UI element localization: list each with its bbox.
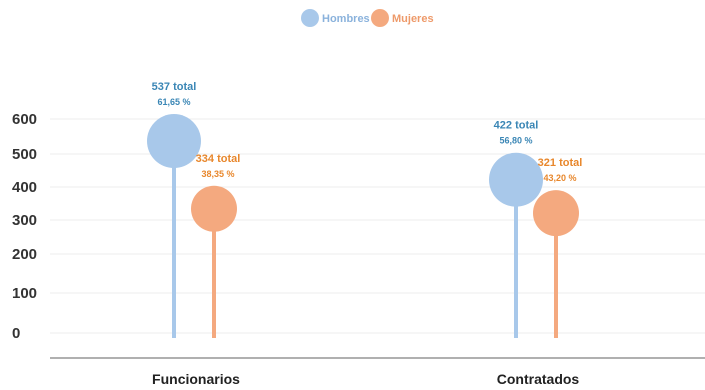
legend-label-mujeres: Mujeres <box>392 13 434 25</box>
lollipop-head <box>191 185 237 232</box>
data-labels: 537 total 61,65 % 334 total 38,35 % 422 tota… <box>152 81 583 183</box>
legend: Hombres Mujeres <box>301 9 434 27</box>
x-category-label: Funcionarios <box>152 371 240 387</box>
percent-label: 61,65 % <box>157 97 190 107</box>
legend-label-hombres: Hombres <box>322 13 370 25</box>
data-marks <box>147 114 579 338</box>
percent-label: 43,20 % <box>543 173 576 183</box>
percent-label: 56,80 % <box>499 136 532 146</box>
legend-marker-mujeres <box>371 9 389 27</box>
y-tick-label: 200 <box>12 246 37 263</box>
lollipop-head <box>147 114 201 169</box>
total-label: 537 total <box>152 81 197 93</box>
grid-lines <box>50 118 705 334</box>
total-label: 321 total <box>538 157 583 169</box>
y-tick-label: 600 <box>12 111 37 128</box>
x-axis-categories: Funcionarios Contratados <box>152 371 579 387</box>
x-category-label: Contratados <box>497 371 580 387</box>
y-tick-label: 500 <box>12 146 37 163</box>
y-tick-label: 0 <box>12 325 20 342</box>
legend-marker-hombres <box>301 9 319 27</box>
y-axis-ticks: 0 100 200 300 400 500 600 <box>12 111 37 342</box>
total-label: 422 total <box>494 120 539 132</box>
lollipop-head <box>489 152 543 207</box>
lollipop-head <box>533 190 579 237</box>
y-tick-label: 300 <box>12 212 37 229</box>
y-tick-label: 400 <box>12 179 37 196</box>
percent-label: 38,35 % <box>201 169 234 179</box>
total-label: 334 total <box>196 153 241 165</box>
y-tick-label: 100 <box>12 285 37 302</box>
